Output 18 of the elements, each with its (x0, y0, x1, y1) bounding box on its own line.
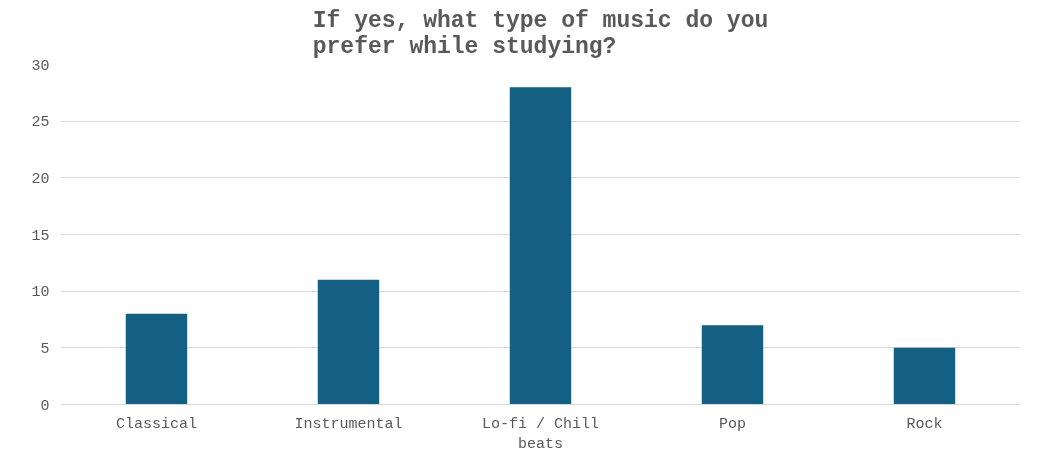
bar (509, 87, 572, 405)
y-tick-label: 15 (31, 227, 50, 245)
bar (317, 279, 380, 405)
x-tick-label: Classical (115, 415, 198, 433)
chart-title: If yes, what type of music do you prefer while studying? (312, 7, 769, 60)
bar (701, 325, 764, 405)
y-tick-label: 30 (31, 57, 50, 75)
y-tick-label: 5 (40, 340, 50, 358)
y-tick-label: 10 (31, 284, 50, 302)
x-tick-label: Instrumental (294, 415, 403, 433)
y-tick-label: 25 (31, 114, 50, 132)
y-tick-label: 20 (31, 170, 50, 188)
x-tick-label: Rock (906, 415, 943, 433)
x-tick-label: Lo-fi / Chill beats (481, 415, 600, 453)
bar (893, 347, 956, 405)
bar (125, 313, 188, 405)
y-tick-label: 0 (40, 397, 50, 415)
x-tick-label: Pop (719, 415, 747, 433)
